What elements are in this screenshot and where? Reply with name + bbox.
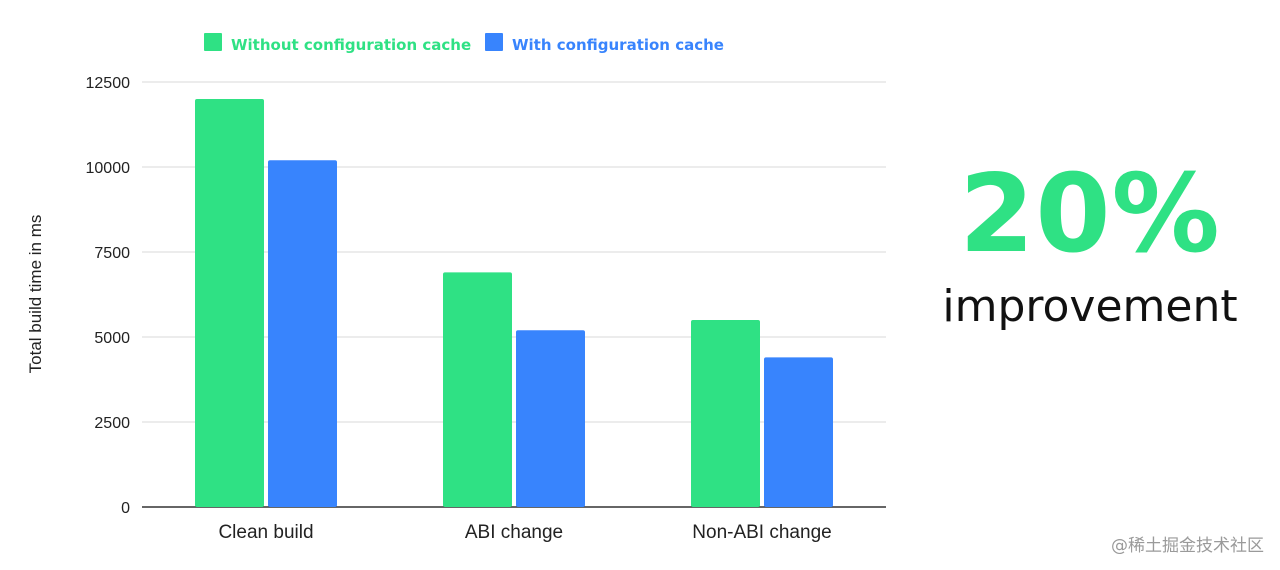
y-tick-label: 7500 <box>94 245 130 262</box>
y-tick-label: 0 <box>121 500 130 517</box>
legend-label: Without configuration cache <box>231 36 471 54</box>
y-tick-label: 10000 <box>86 160 131 177</box>
bar-without-cache <box>195 99 264 507</box>
improvement-label: improvement <box>942 281 1238 332</box>
category-label: Non-ABI change <box>692 522 831 543</box>
category-labels: Clean build ABI change Non-ABI change <box>218 522 831 543</box>
legend-swatch <box>485 33 503 51</box>
y-tick-label: 5000 <box>94 330 130 347</box>
legend-swatch <box>204 33 222 51</box>
legend-label: With configuration cache <box>512 36 724 54</box>
category-label: ABI change <box>465 522 563 543</box>
category-label: Clean build <box>218 522 313 543</box>
gridlines <box>142 81 886 508</box>
bar-with-cache <box>516 330 585 507</box>
y-axis-title: Total build time in ms <box>26 215 45 374</box>
y-tick-labels: 0 2500 5000 7500 10000 12500 <box>86 75 131 517</box>
y-tick-label: 2500 <box>94 415 130 432</box>
bar-with-cache <box>268 160 337 507</box>
watermark: @稀土掘金技术社区 <box>1111 536 1264 556</box>
bar-without-cache <box>443 272 512 507</box>
improvement-callout: 20% improvement <box>930 150 1250 334</box>
improvement-percentage: 20% <box>959 152 1221 277</box>
legend: Without configuration cache With configur… <box>204 33 724 54</box>
y-tick-label: 12500 <box>86 75 131 92</box>
bar-without-cache <box>691 320 760 507</box>
bar-chart: 0 2500 5000 7500 10000 12500 Clean build ABI c… <box>26 33 886 543</box>
bar-with-cache <box>764 357 833 507</box>
bars <box>195 99 833 507</box>
